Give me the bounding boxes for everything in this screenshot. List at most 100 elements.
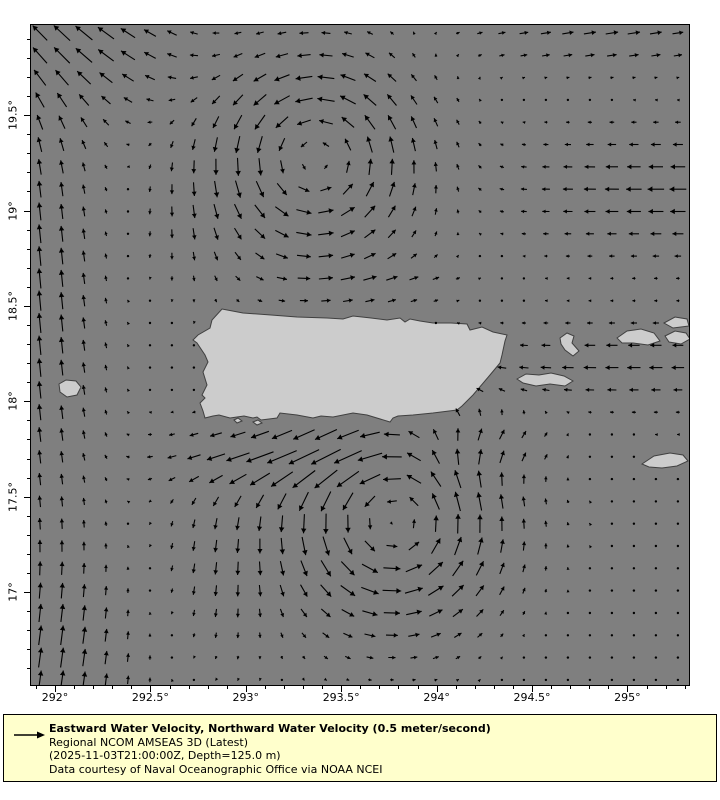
- tick-mark: [27, 611, 30, 613]
- tick-mark: [27, 344, 30, 345]
- land-cay-south-2: [251, 419, 264, 426]
- tick-mark: [188, 686, 190, 689]
- tick-mark: [27, 38, 30, 40]
- land-culebra: [559, 332, 580, 357]
- tick-mark: [27, 363, 30, 365]
- land-st-croix: [640, 452, 689, 469]
- tick-mark: [27, 286, 30, 288]
- tick-mark: [27, 439, 30, 441]
- tick-mark: [627, 686, 629, 692]
- y-tick-label: 19°: [6, 200, 20, 221]
- tick-mark: [27, 229, 30, 231]
- tick-mark: [27, 248, 30, 250]
- tick-mark: [112, 686, 114, 689]
- tick-mark: [55, 686, 56, 692]
- x-tick-label: 293°: [232, 691, 260, 704]
- tick-mark: [455, 686, 457, 689]
- tick-mark: [74, 686, 76, 689]
- y-tick-label: 18°: [6, 391, 20, 412]
- tick-mark: [27, 630, 30, 632]
- tick-mark: [24, 210, 30, 212]
- reference-arrow-icon: [14, 731, 45, 739]
- tick-mark: [398, 686, 400, 689]
- legend-title: Eastward Water Velocity, Northward Water…: [49, 722, 491, 735]
- tick-mark: [169, 686, 171, 689]
- tick-mark: [264, 686, 266, 689]
- land-mona: [58, 379, 82, 398]
- tick-mark: [131, 686, 133, 689]
- x-tick-label: 294°: [423, 691, 450, 704]
- tick-mark: [684, 686, 686, 689]
- tick-mark: [27, 668, 30, 670]
- tick-mark: [303, 686, 305, 689]
- land-cay-south-1: [233, 417, 244, 424]
- land-tortola: [662, 316, 689, 329]
- tick-mark: [27, 382, 30, 384]
- tick-mark: [417, 686, 419, 689]
- velocity-arrows: [32, 25, 687, 685]
- tick-mark: [27, 191, 30, 193]
- land-puerto-rico: [192, 308, 508, 423]
- tick-mark: [589, 686, 591, 689]
- tick-mark: [322, 686, 324, 689]
- y-tick-label: 18.5°: [6, 290, 20, 321]
- vector-field-svg: [32, 25, 689, 685]
- tick-mark: [512, 686, 514, 689]
- y-tick-label: 17°: [6, 582, 20, 602]
- tick-mark: [24, 401, 30, 403]
- tick-mark: [36, 686, 37, 689]
- tick-mark: [27, 96, 30, 97]
- tick-mark: [27, 534, 30, 536]
- tick-mark: [27, 153, 30, 155]
- tick-mark: [665, 686, 667, 689]
- tick-mark: [436, 686, 438, 692]
- tick-mark: [24, 305, 30, 307]
- legend-dataset: Regional NCOM AMSEAS 3D (Latest): [49, 735, 248, 749]
- x-tick-label: 293.5°: [322, 691, 360, 704]
- tick-mark: [150, 686, 152, 692]
- tick-mark: [379, 686, 381, 689]
- tick-mark: [207, 686, 209, 689]
- tick-mark: [532, 686, 533, 692]
- tick-mark: [551, 686, 553, 689]
- land-vieques: [516, 372, 574, 387]
- tick-mark: [646, 686, 648, 689]
- tick-mark: [341, 686, 343, 692]
- tick-mark: [93, 686, 95, 689]
- tick-mark: [27, 553, 30, 555]
- legend-courtesy: Data courtesy of Naval Oceanographic Off…: [49, 762, 383, 776]
- tick-mark: [608, 686, 610, 689]
- tick-mark: [27, 649, 30, 651]
- tick-mark: [27, 57, 30, 59]
- tick-mark: [245, 686, 247, 692]
- tick-mark: [360, 686, 362, 689]
- tick-mark: [27, 324, 30, 326]
- tick-mark: [284, 686, 285, 689]
- legend-box: Eastward Water Velocity, Northward Water…: [3, 714, 717, 782]
- tick-mark: [27, 573, 30, 574]
- x-tick-label: 292.5°: [131, 691, 169, 704]
- tick-mark: [24, 592, 30, 594]
- x-tick-label: 295°: [614, 691, 641, 704]
- map-plot-area: [30, 24, 690, 686]
- tick-mark: [27, 515, 30, 517]
- tick-mark: [27, 172, 30, 174]
- tick-mark: [24, 115, 30, 117]
- x-tick-label: 292°: [41, 691, 69, 704]
- tick-mark: [27, 477, 30, 479]
- tick-mark: [27, 420, 30, 422]
- tick-mark: [570, 686, 572, 689]
- land-st-thomas: [616, 328, 661, 346]
- tick-mark: [27, 458, 30, 460]
- tick-mark: [474, 686, 476, 689]
- x-tick-label: 294.5°: [513, 691, 551, 704]
- land-st-john: [664, 330, 689, 345]
- y-tick-label: 19.5°: [6, 100, 20, 131]
- legend-text: Eastward Water Velocity, Northward Water…: [49, 722, 491, 776]
- y-tick-label: 17.5°: [6, 481, 20, 512]
- tick-mark: [27, 267, 30, 269]
- tick-mark: [24, 496, 30, 498]
- tick-mark: [27, 76, 30, 78]
- tick-mark: [27, 134, 30, 136]
